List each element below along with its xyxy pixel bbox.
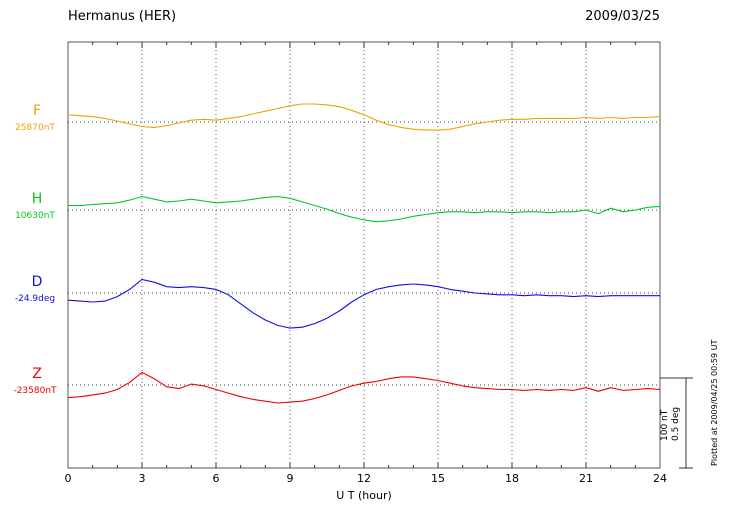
x-tick-label-18: 18 (505, 472, 519, 485)
series-label-H: H (31, 191, 43, 207)
station-title: Hermanus (HER) (68, 9, 177, 24)
series-baseline-D: -24.9deg (14, 294, 56, 304)
series-label-Z: Z (32, 366, 42, 382)
series-label-F: F (32, 103, 42, 119)
scale-nt-label: 100 nT (660, 409, 670, 441)
plot-timestamp: Plotted at 2009/04/25 00:59 UT (710, 339, 719, 466)
x-tick-label-0: 0 (64, 472, 72, 485)
plot-date: 2009/03/25 (585, 9, 660, 24)
trace-F (67, 103, 661, 131)
x-tick-label-21: 21 (579, 472, 593, 485)
trace-H (68, 195, 661, 223)
x-tick-label-15: 15 (431, 472, 445, 485)
x-tick-label-3: 3 (138, 472, 146, 485)
trace-D (67, 278, 660, 329)
x-tick-label-6: 6 (212, 472, 220, 485)
x-axis-label: U T (hour) (336, 489, 392, 502)
x-tick-label-24: 24 (653, 472, 667, 485)
trace-Z (67, 371, 661, 404)
series-baseline-Z: -23580nT (13, 386, 57, 396)
x-tick-label-9: 9 (286, 472, 294, 485)
scale-bar-labels: 100 nT 0.5 deg (660, 407, 682, 441)
series-baseline-F: 25870nT (15, 123, 55, 133)
x-tick-label-12: 12 (357, 472, 371, 485)
series-label-D: D (31, 274, 43, 290)
series-baseline-H: 10630nT (15, 211, 55, 221)
scale-deg-label: 0.5 deg (671, 406, 681, 441)
